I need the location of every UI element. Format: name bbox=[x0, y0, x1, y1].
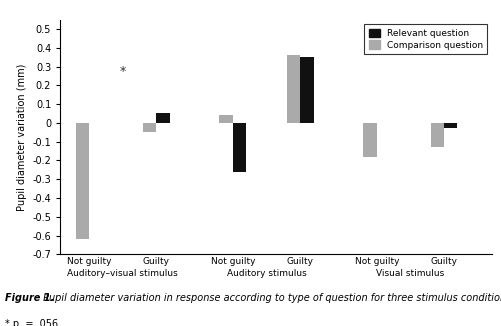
Bar bbox=[300, 57, 313, 123]
Bar bbox=[76, 123, 89, 239]
Legend: Relevant question, Comparison question: Relevant question, Comparison question bbox=[364, 24, 486, 54]
Text: * p  = .056.: * p = .056. bbox=[5, 319, 61, 326]
Text: Pupil diameter variation in response according to type of question for three sti: Pupil diameter variation in response acc… bbox=[40, 293, 501, 304]
Text: Figure 1.: Figure 1. bbox=[5, 293, 54, 304]
Bar bbox=[286, 55, 300, 123]
Bar bbox=[156, 113, 169, 123]
Text: Auditory stimulus: Auditory stimulus bbox=[226, 269, 306, 278]
Bar bbox=[232, 123, 246, 172]
Text: *: * bbox=[119, 65, 125, 78]
Text: Auditory–visual stimulus: Auditory–visual stimulus bbox=[67, 269, 178, 278]
Bar bbox=[363, 123, 376, 156]
Bar bbox=[219, 115, 232, 123]
Y-axis label: Pupil diameter variation (mm): Pupil diameter variation (mm) bbox=[17, 63, 27, 211]
Bar bbox=[142, 123, 156, 132]
Text: Visual stimulus: Visual stimulus bbox=[376, 269, 444, 278]
Bar bbox=[430, 123, 443, 147]
Bar bbox=[443, 123, 456, 128]
